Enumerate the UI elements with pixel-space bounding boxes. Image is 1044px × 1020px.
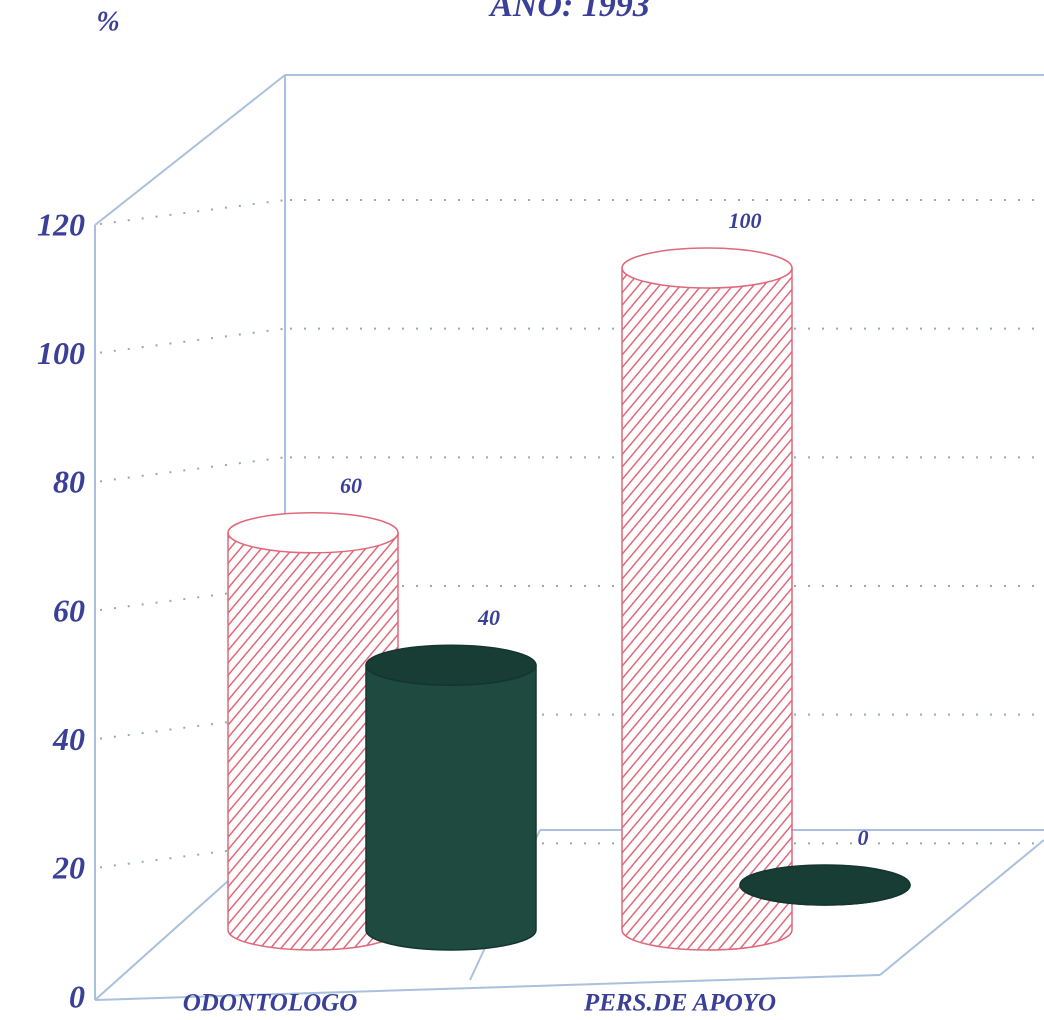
floor-edge: [879, 839, 1044, 976]
bar-top: [739, 864, 911, 906]
floor-edge: [94, 974, 881, 1001]
bar: [365, 664, 537, 951]
x-tick-label: PERS.DE APOYO: [583, 990, 776, 1017]
y-axis-label: %: [96, 6, 119, 37]
bar: [621, 267, 793, 951]
grid-line: [99, 456, 286, 483]
y-tick-label: 40: [52, 721, 85, 757]
y-tick-label: 60: [53, 592, 85, 628]
grid-line: [99, 327, 286, 354]
wall-edge: [94, 74, 286, 226]
y-tick-label: 0: [69, 978, 85, 1014]
value-label: 0: [858, 825, 869, 850]
chart-title: AÑO: 1993: [488, 0, 650, 24]
value-label: 40: [477, 605, 500, 630]
bar-top: [621, 247, 793, 289]
y-tick-label: 20: [52, 850, 85, 886]
value-label: 60: [340, 473, 362, 498]
y-tick-label: 100: [37, 335, 85, 371]
y-tick-label: 80: [53, 464, 85, 500]
value-label: 100: [729, 208, 762, 233]
y-tick-label: 120: [37, 206, 85, 242]
bar-top: [227, 512, 399, 554]
bar-top: [365, 644, 537, 686]
x-tick-label: ODONTOLOGO: [183, 990, 358, 1017]
grid-line: [99, 199, 286, 225]
